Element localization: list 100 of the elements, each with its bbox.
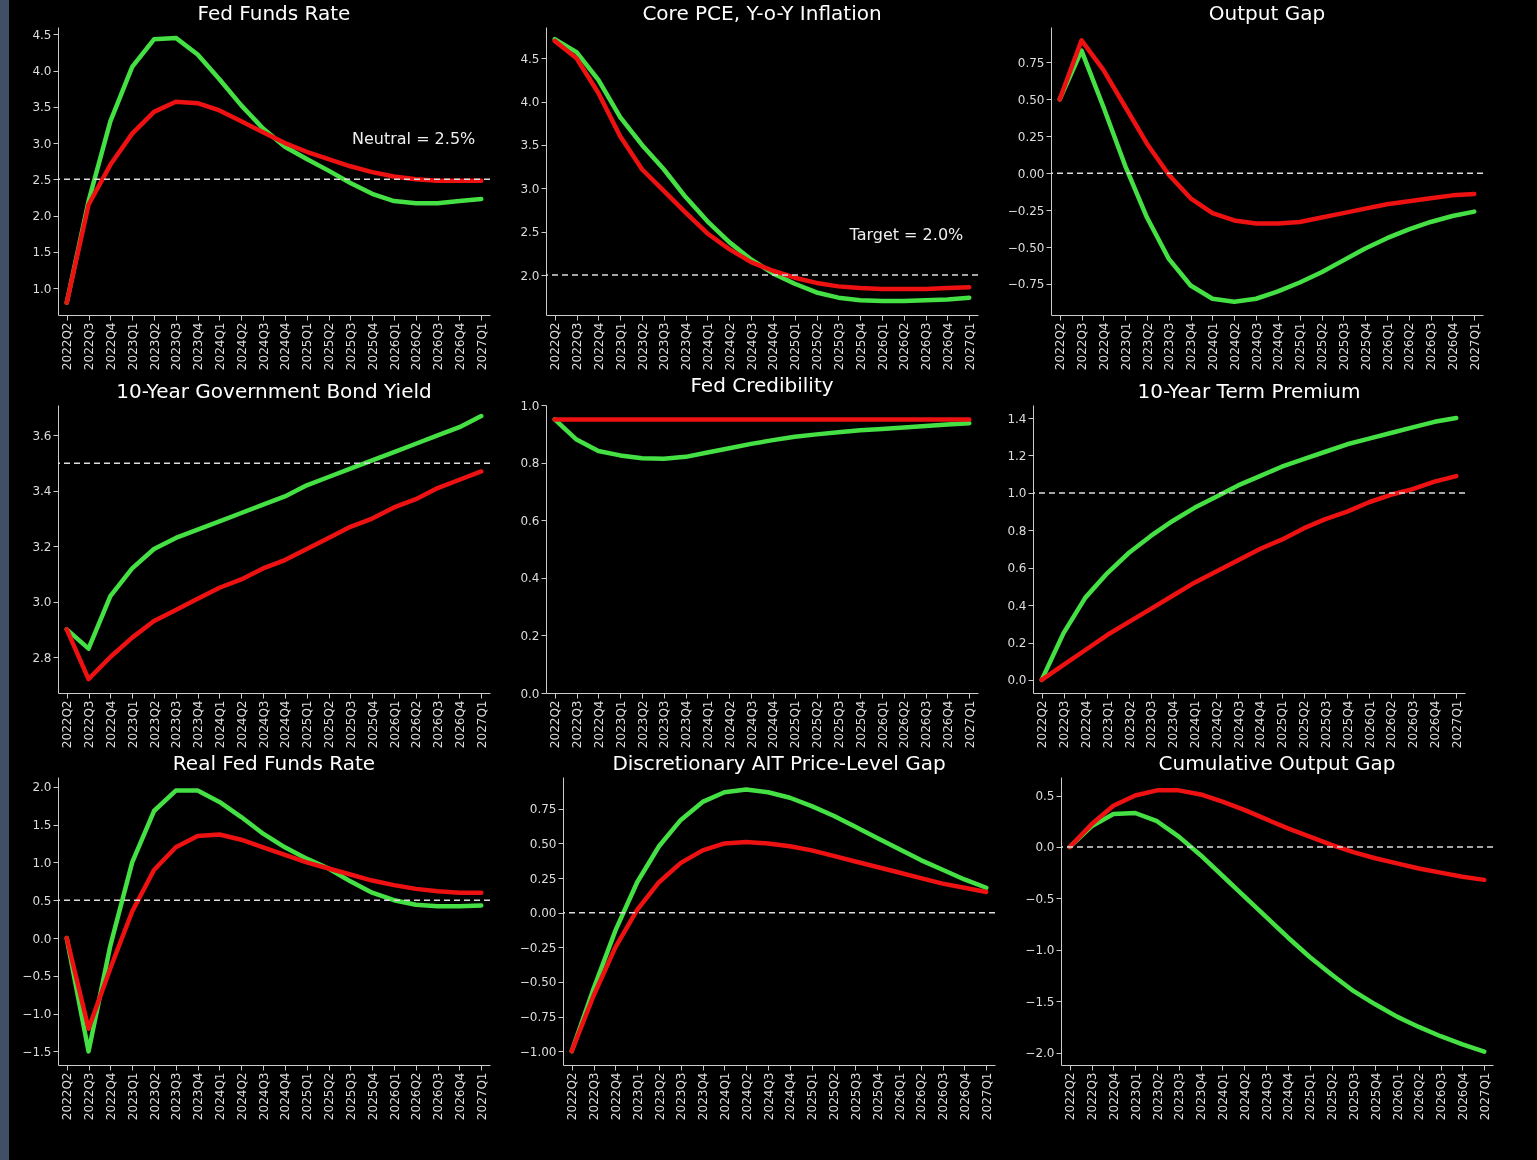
x-tick-label: 2025Q3 bbox=[343, 1072, 358, 1121]
chart-title: 10-Year Government Bond Yield bbox=[116, 379, 432, 403]
y-tick-label: 1.4 bbox=[1007, 411, 1027, 426]
y-tick-label: 0.0 bbox=[1035, 840, 1055, 855]
x-tick-label: 2022Q3 bbox=[1075, 322, 1090, 371]
x-tick-label: 2026Q1 bbox=[387, 322, 402, 371]
x-tick-label: 2026Q1 bbox=[875, 322, 890, 371]
x-tick-label: 2022Q2 bbox=[1053, 322, 1068, 371]
x-tick-label: 2023Q2 bbox=[147, 1072, 162, 1121]
x-tick-label: 2023Q1 bbox=[1128, 1072, 1143, 1121]
x-tick-label: 2025Q4 bbox=[365, 1072, 380, 1121]
y-tick-label: 0.0 bbox=[520, 686, 540, 701]
y-tick-label: 0.2 bbox=[520, 628, 540, 643]
x-tick-label: 2022Q2 bbox=[548, 322, 563, 371]
x-tick-label: 2022Q4 bbox=[591, 700, 606, 749]
x-tick-label: 2026Q2 bbox=[897, 322, 912, 371]
x-tick-label: 2025Q2 bbox=[322, 322, 337, 371]
x-tick-label: 2027Q1 bbox=[474, 1072, 489, 1121]
x-tick-label: 2024Q3 bbox=[256, 322, 271, 371]
y-tick-label: 3.6 bbox=[32, 428, 52, 443]
x-tick-label: 2025Q3 bbox=[343, 322, 358, 371]
y-tick-label: 4.5 bbox=[32, 27, 52, 42]
x-tick-label: 2024Q3 bbox=[1231, 700, 1246, 749]
x-tick-label: 2025Q4 bbox=[1340, 700, 1355, 749]
x-tick-label: 2022Q3 bbox=[587, 1072, 602, 1121]
y-tick-label: 2.5 bbox=[520, 225, 540, 240]
x-tick-label: 2024Q4 bbox=[278, 1072, 293, 1121]
x-tick-label: 2024Q1 bbox=[212, 700, 227, 749]
x-tick-label: 2023Q2 bbox=[635, 700, 650, 749]
chart-title: Cumulative Output Gap bbox=[1158, 751, 1396, 775]
x-tick-label: 2025Q1 bbox=[1293, 322, 1308, 371]
x-tick-label: 2024Q1 bbox=[700, 322, 715, 371]
x-tick-label: 2024Q1 bbox=[1215, 1072, 1230, 1121]
x-tick-label: 2027Q1 bbox=[474, 700, 489, 749]
x-tick-label: 2025Q2 bbox=[1315, 322, 1330, 371]
chart-title: Output Gap bbox=[1208, 1, 1326, 25]
y-tick-label: −0.25 bbox=[1007, 203, 1045, 218]
x-tick-label: 2023Q1 bbox=[613, 700, 628, 749]
x-tick-label: 2026Q4 bbox=[957, 1072, 972, 1121]
y-tick-label: 0.75 bbox=[1017, 55, 1045, 70]
y-tick-label: 2.0 bbox=[32, 780, 52, 795]
x-tick-label: 2026Q3 bbox=[1406, 700, 1421, 749]
x-tick-label: 2023Q1 bbox=[630, 1072, 645, 1121]
x-tick-label: 2024Q4 bbox=[278, 700, 293, 749]
y-tick-label: 0.75 bbox=[529, 802, 557, 817]
x-tick-label: 2024Q1 bbox=[1205, 322, 1220, 371]
x-tick-label: 2025Q3 bbox=[343, 700, 358, 749]
x-tick-label: 2024Q2 bbox=[234, 1072, 249, 1121]
x-tick-label: 2022Q3 bbox=[570, 322, 585, 371]
y-tick-label: 3.0 bbox=[520, 181, 540, 196]
x-tick-label: 2023Q2 bbox=[147, 700, 162, 749]
x-tick-label: 2024Q2 bbox=[1209, 700, 1224, 749]
x-tick-label: 2026Q1 bbox=[892, 1072, 907, 1121]
x-tick-label: 2024Q2 bbox=[1227, 322, 1242, 371]
y-tick-label: 0.5 bbox=[32, 893, 52, 908]
y-tick-label: −0.25 bbox=[519, 940, 557, 955]
x-tick-label: 2023Q1 bbox=[1100, 700, 1115, 749]
chart-title: 10-Year Term Premium bbox=[1137, 379, 1361, 403]
x-tick-label: 2022Q4 bbox=[103, 322, 118, 371]
x-tick-label: 2022Q3 bbox=[82, 322, 97, 371]
y-tick-label: 1.2 bbox=[1007, 448, 1027, 463]
line-series bbox=[64, 469, 484, 682]
x-tick-label: 2025Q3 bbox=[1346, 1072, 1361, 1121]
x-tick-label: 2023Q2 bbox=[147, 322, 162, 371]
x-tick-label: 2023Q1 bbox=[613, 322, 628, 371]
x-tick-label: 2023Q4 bbox=[679, 322, 694, 371]
x-tick-label: 2022Q2 bbox=[60, 700, 75, 749]
x-tick-label: 2023Q3 bbox=[169, 1072, 184, 1121]
x-tick-label: 2024Q3 bbox=[761, 1072, 776, 1121]
x-tick-label: 2023Q1 bbox=[125, 322, 140, 371]
y-tick-label: 1.0 bbox=[1007, 486, 1027, 501]
y-tick-label: −0.75 bbox=[1007, 277, 1045, 292]
x-tick-label: 2023Q1 bbox=[1118, 322, 1133, 371]
x-tick-label: 2025Q2 bbox=[1325, 1072, 1340, 1121]
y-tick-label: 2.0 bbox=[520, 268, 540, 283]
x-tick-label: 2027Q1 bbox=[474, 322, 489, 371]
y-tick-label: 0.25 bbox=[1017, 129, 1045, 144]
x-tick-label: 2025Q1 bbox=[1303, 1072, 1318, 1121]
x-tick-label: 2026Q3 bbox=[431, 700, 446, 749]
y-tick-label: 3.2 bbox=[32, 539, 52, 554]
x-tick-label: 2022Q2 bbox=[60, 322, 75, 371]
chart-title: Core PCE, Y-o-Y Inflation bbox=[642, 1, 882, 25]
x-tick-label: 2025Q2 bbox=[322, 1072, 337, 1121]
x-tick-label: 2023Q4 bbox=[679, 700, 694, 749]
x-tick-label: 2024Q2 bbox=[234, 700, 249, 749]
x-tick-label: 2026Q2 bbox=[1412, 1072, 1427, 1121]
x-tick-label: 2025Q2 bbox=[810, 322, 825, 371]
chart-title: Discretionary AIT Price-Level Gap bbox=[612, 751, 946, 775]
y-tick-label: 3.0 bbox=[32, 136, 52, 151]
y-tick-label: 0.2 bbox=[1007, 636, 1027, 651]
y-tick-label: −0.50 bbox=[1007, 240, 1045, 255]
y-tick-label: 0.8 bbox=[520, 456, 540, 471]
x-tick-label: 2023Q4 bbox=[1194, 1072, 1209, 1121]
x-tick-label: 2022Q3 bbox=[1085, 1072, 1100, 1121]
y-tick-label: 0.4 bbox=[1007, 598, 1027, 613]
x-tick-label: 2027Q1 bbox=[962, 322, 977, 371]
x-tick-label: 2023Q3 bbox=[1162, 322, 1177, 371]
y-tick-label: 0.8 bbox=[1007, 523, 1027, 538]
y-tick-label: −1.0 bbox=[1025, 943, 1055, 958]
x-tick-label: 2022Q3 bbox=[82, 700, 97, 749]
